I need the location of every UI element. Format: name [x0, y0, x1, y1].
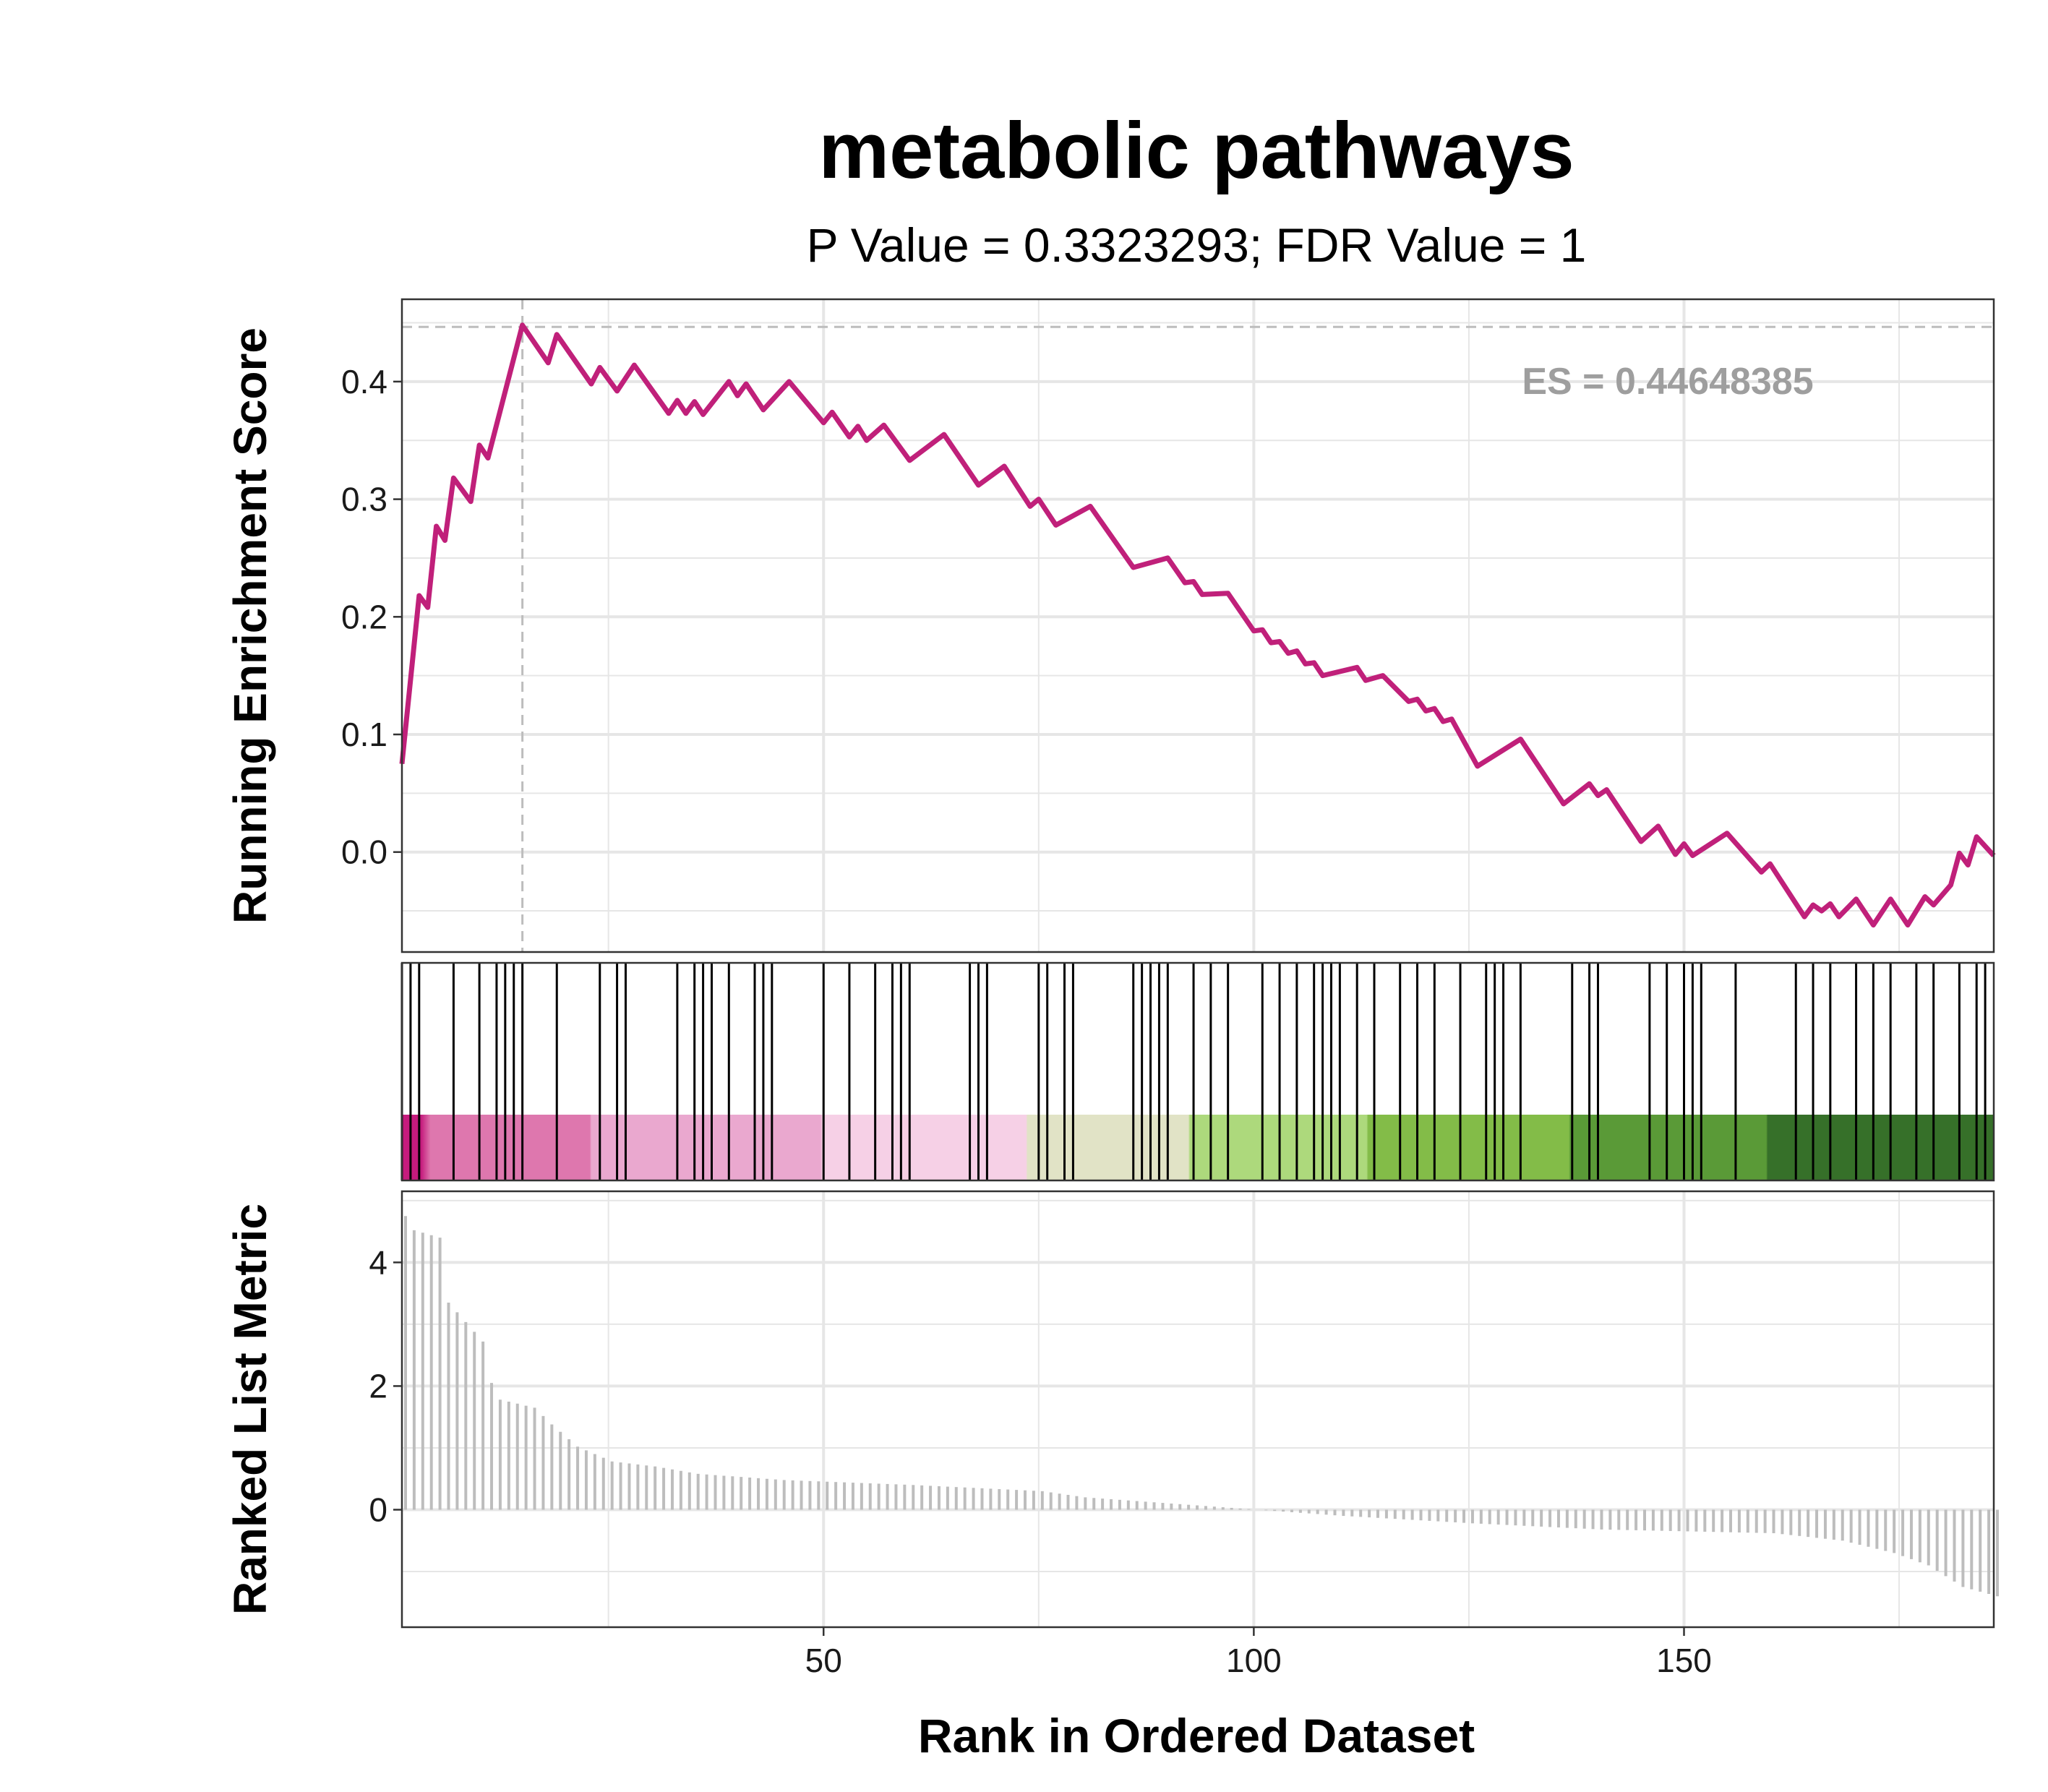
- gene-hit-ticks: [400, 963, 1987, 1180]
- rank-color-strip-fill: [402, 1115, 1994, 1180]
- enrichment-panel-border: [400, 298, 1995, 953]
- ranked-metric-panel: 0 2 4 50 100 150 Ranked List Metric Rank in …: [224, 1190, 1999, 1762]
- enrichment-y-tick-label: 0.1: [341, 716, 387, 753]
- x-tick-label: 50: [805, 1642, 842, 1679]
- x-tick-label: 150: [1656, 1642, 1712, 1679]
- metric-y-axis-label: Ranked List Metric: [224, 1204, 276, 1615]
- enrichment-y-tick-label: 0.4: [341, 363, 387, 400]
- metric-x-ticks: 50 100 150: [805, 1627, 1712, 1679]
- enrichment-y-tick-label: 0.0: [341, 833, 387, 871]
- metric-panel-border: [400, 1190, 1995, 1629]
- x-tick-label: 100: [1226, 1642, 1282, 1679]
- running-enrichment-line: [399, 322, 1996, 928]
- chart-subtitle: P Value = 0.3323293; FDR Value = 1: [807, 218, 1587, 272]
- es-annotation: ES = 0.44648385: [1522, 361, 1813, 403]
- metric-y-tick-label: 0: [369, 1491, 387, 1528]
- enrichment-y-tick-label: 0.3: [341, 481, 387, 518]
- gene-hits-panel-border: [400, 961, 1995, 1182]
- enrichment-gridlines: [402, 299, 1994, 952]
- running-enrichment-panel: ES = 0.44648385 0.0 0.1 0.2 0.3 0.4 Running …: [224, 298, 1996, 953]
- metric-gridlines: [402, 1191, 1994, 1627]
- gene-hits-panel: [400, 961, 1995, 1182]
- metric-y-ticks: 0 2 4: [369, 1243, 402, 1528]
- rank-color-strip: [402, 1115, 1994, 1180]
- x-axis-label: Rank in Ordered Dataset: [918, 1709, 1475, 1762]
- metric-y-tick-label: 4: [369, 1243, 387, 1281]
- enrichment-y-axis-label: Running Enrichment Score: [224, 327, 276, 924]
- metric-bars: [404, 1216, 1999, 1597]
- enrichment-y-ticks: 0.0 0.1 0.2 0.3 0.4: [341, 363, 402, 871]
- enrichment-y-tick-label: 0.2: [341, 598, 387, 635]
- chart-title: metabolic pathways: [818, 106, 1574, 195]
- metric-y-tick-label: 2: [369, 1367, 387, 1405]
